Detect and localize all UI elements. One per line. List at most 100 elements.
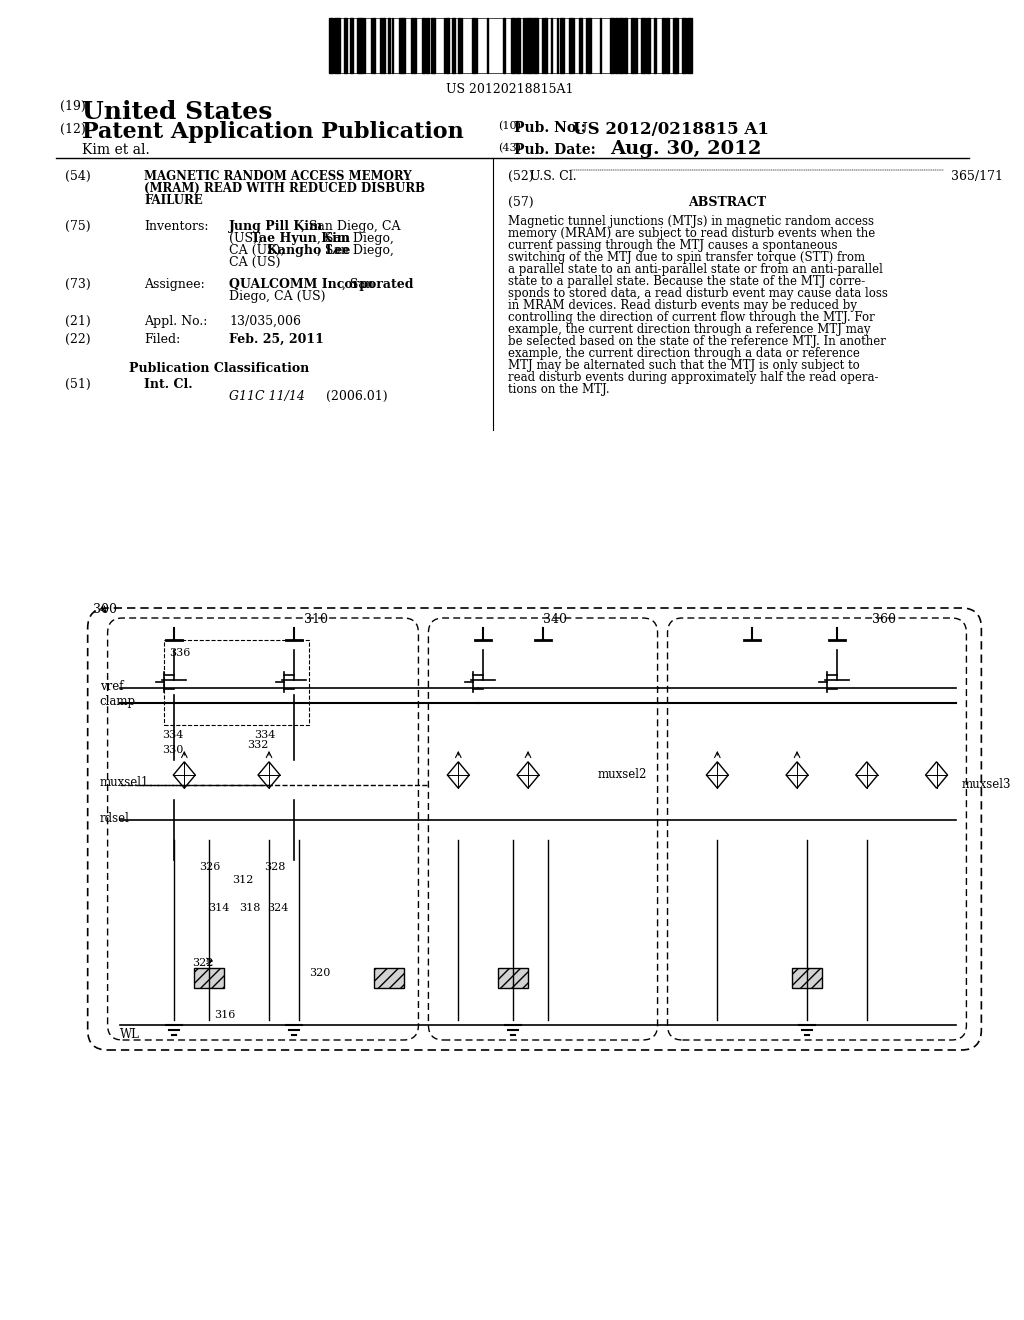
Text: muxsel1: muxsel1: [99, 776, 150, 789]
Text: (MRAM) READ WITH REDUCED DISBURB: (MRAM) READ WITH REDUCED DISBURB: [144, 182, 425, 195]
Bar: [165, 640, 309, 725]
Text: 340: 340: [543, 612, 567, 626]
Bar: [664, 18, 665, 73]
Text: (52): (52): [508, 170, 534, 183]
Text: US 20120218815A1: US 20120218815A1: [446, 83, 573, 96]
Bar: [687, 18, 690, 73]
Text: (21): (21): [65, 315, 90, 327]
Text: 360: 360: [871, 612, 896, 626]
Text: Pub. No.:: Pub. No.:: [514, 121, 586, 135]
Text: rdsel: rdsel: [99, 812, 129, 825]
Text: 312: 312: [232, 875, 254, 884]
Text: (12): (12): [59, 123, 86, 136]
Text: 334: 334: [254, 730, 275, 741]
Bar: [426, 18, 429, 73]
Text: memory (MRAM) are subject to read disturb events when the: memory (MRAM) are subject to read distur…: [508, 227, 876, 240]
Bar: [546, 18, 548, 73]
Bar: [513, 18, 515, 73]
Text: vref: vref: [99, 680, 123, 693]
Bar: [624, 18, 627, 73]
Bar: [329, 18, 692, 73]
Bar: [423, 18, 425, 73]
Bar: [431, 18, 434, 73]
Bar: [654, 18, 656, 73]
Bar: [402, 18, 406, 73]
Bar: [334, 18, 337, 73]
Text: 328: 328: [264, 862, 286, 873]
Text: G11C 11/14: G11C 11/14: [229, 389, 305, 403]
Text: (10): (10): [498, 121, 521, 131]
Text: 314: 314: [208, 903, 229, 913]
Bar: [412, 18, 414, 73]
Bar: [373, 18, 375, 73]
Text: clamp: clamp: [99, 694, 136, 708]
Text: CA (US);: CA (US);: [229, 244, 289, 257]
Text: , San Diego,: , San Diego,: [316, 232, 393, 246]
Bar: [569, 18, 572, 73]
Text: 300: 300: [92, 603, 117, 616]
Text: 326: 326: [200, 862, 220, 873]
Text: 318: 318: [240, 903, 260, 913]
Text: Pub. Date:: Pub. Date:: [514, 143, 596, 157]
Text: 334: 334: [163, 730, 183, 741]
Text: tions on the MTJ.: tions on the MTJ.: [508, 383, 609, 396]
Text: Publication Classification: Publication Classification: [129, 362, 309, 375]
Text: current passing through the MTJ causes a spontaneous: current passing through the MTJ causes a…: [508, 239, 838, 252]
Text: , San Diego,: , San Diego,: [316, 244, 393, 257]
Bar: [388, 18, 390, 73]
Text: (54): (54): [65, 170, 90, 183]
Text: FAILURE: FAILURE: [144, 194, 203, 207]
Text: switching of the MTJ due to spin transfer torque (STT) from: switching of the MTJ due to spin transfe…: [508, 251, 865, 264]
Bar: [472, 18, 475, 73]
Text: read disturb events during approximately half the read opera-: read disturb events during approximately…: [508, 371, 879, 384]
Bar: [337, 18, 340, 73]
Text: 332: 332: [247, 741, 268, 750]
Bar: [532, 18, 535, 73]
Bar: [344, 18, 347, 73]
Text: muxsel3: muxsel3: [962, 779, 1011, 792]
Text: Int. Cl.: Int. Cl.: [144, 378, 194, 391]
Bar: [356, 18, 359, 73]
Bar: [374, 968, 403, 987]
Text: (US);: (US);: [229, 232, 266, 246]
Bar: [398, 18, 401, 73]
Bar: [683, 18, 686, 73]
Text: Assignee:: Assignee:: [144, 279, 205, 290]
Bar: [529, 18, 532, 73]
Text: (51): (51): [65, 378, 90, 391]
Text: 322: 322: [193, 958, 214, 968]
Bar: [635, 18, 637, 73]
Text: 320: 320: [309, 968, 330, 978]
Text: Kangho Lee: Kangho Lee: [267, 244, 350, 257]
Bar: [518, 18, 520, 73]
Text: Inventors:: Inventors:: [144, 220, 209, 234]
Bar: [690, 18, 692, 73]
Text: , San Diego, CA: , San Diego, CA: [301, 220, 400, 234]
Text: be selected based on the state of the reference MTJ. In another: be selected based on the state of the re…: [508, 335, 886, 348]
Bar: [459, 18, 461, 73]
Text: (43): (43): [498, 143, 521, 153]
Bar: [516, 18, 517, 73]
Text: sponds to stored data, a read disturb event may cause data loss: sponds to stored data, a read disturb ev…: [508, 286, 888, 300]
Text: US 2012/0218815 A1: US 2012/0218815 A1: [572, 121, 769, 139]
Bar: [380, 18, 382, 73]
Text: MTJ may be alternated such that the MTJ is only subject to: MTJ may be alternated such that the MTJ …: [508, 359, 860, 372]
Text: Jung Pill Kim: Jung Pill Kim: [229, 220, 324, 234]
Text: state to a parallel state. Because the state of the MTJ corre-: state to a parallel state. Because the s…: [508, 275, 865, 288]
Bar: [445, 18, 449, 73]
Text: 330: 330: [163, 744, 183, 755]
Text: (19): (19): [59, 100, 86, 114]
Bar: [454, 18, 456, 73]
Text: MAGNETIC RANDOM ACCESS MEMORY: MAGNETIC RANDOM ACCESS MEMORY: [144, 170, 412, 183]
Text: 310: 310: [304, 612, 328, 626]
Bar: [535, 18, 538, 73]
Text: 316: 316: [214, 1010, 236, 1020]
Bar: [580, 18, 583, 73]
Bar: [793, 968, 822, 987]
Bar: [666, 18, 669, 73]
Text: Filed:: Filed:: [144, 333, 180, 346]
Text: WL: WL: [120, 1028, 139, 1041]
Text: 365/171: 365/171: [951, 170, 1004, 183]
Text: , San: , San: [342, 279, 374, 290]
Text: example, the current direction through a data or reference: example, the current direction through a…: [508, 347, 860, 360]
